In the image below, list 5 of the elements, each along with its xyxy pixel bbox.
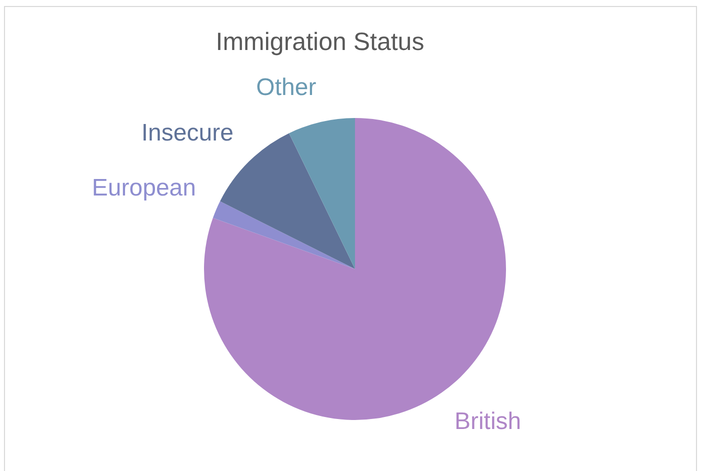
- slice-label: Insecure: [141, 120, 234, 147]
- chart-title: Immigration Status: [214, 28, 426, 57]
- slice-label: European: [92, 174, 196, 202]
- slice-label: Other: [256, 74, 316, 102]
- slice-label: British: [454, 408, 522, 436]
